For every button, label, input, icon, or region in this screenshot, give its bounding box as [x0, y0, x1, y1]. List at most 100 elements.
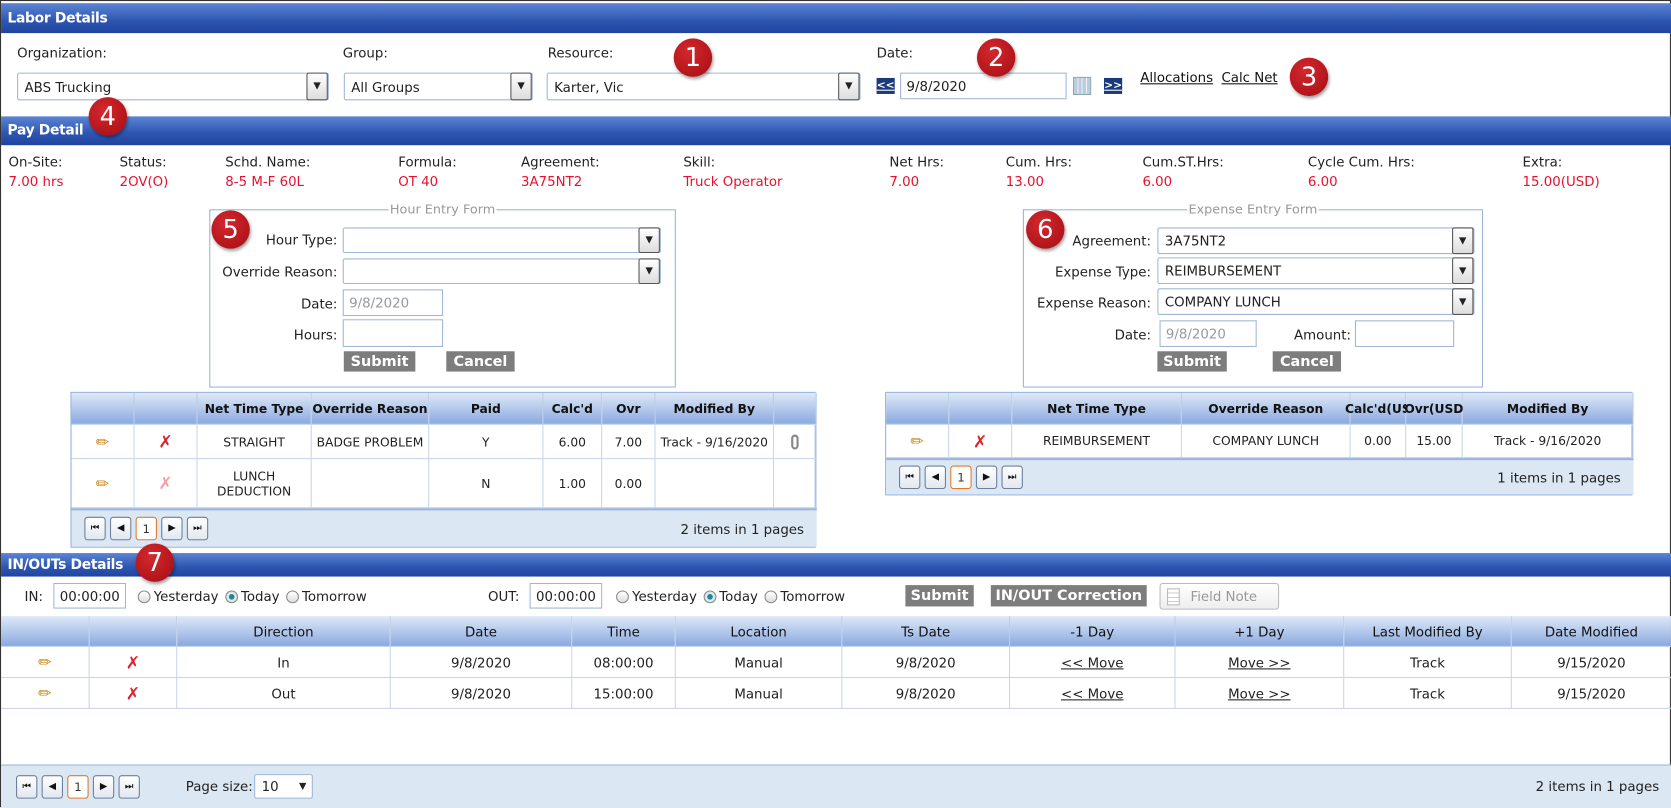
prev-page-button[interactable]: ◀ [924, 465, 946, 490]
move-back-link[interactable]: << Move [1010, 677, 1176, 709]
page-1-button[interactable]: 1 [135, 516, 157, 541]
move-forward-link[interactable]: Move >> [1175, 677, 1345, 709]
radio-circle[interactable] [616, 590, 629, 604]
first-page-button[interactable]: ⏮ [16, 775, 38, 799]
column-header: Override Reason [311, 392, 430, 425]
previous-date-button[interactable]: << [876, 77, 895, 94]
chevron-down-icon[interactable]: ▼ [1452, 257, 1474, 285]
pay-field-value: OT 40 [398, 172, 439, 189]
column-header: +1 Day [1175, 616, 1345, 648]
group-select[interactable]: All Groups ▼ [343, 72, 533, 101]
radio-circle[interactable] [137, 590, 151, 604]
hour-submit-button[interactable]: Submit [343, 351, 416, 372]
allocations-link[interactable]: Allocations [1140, 69, 1214, 86]
override-reason-select[interactable]: ▼ [342, 258, 661, 285]
cell-text[interactable]: << Move [1061, 653, 1124, 670]
chevron-down-icon[interactable]: ▼ [510, 72, 532, 101]
radio-circle[interactable] [703, 590, 717, 604]
out-time-input[interactable]: 00:00:00 [529, 582, 603, 609]
first-page-button[interactable]: ⏮ [899, 465, 921, 490]
column-header [886, 392, 950, 425]
pay-field-value: 8-5 M-F 60L [225, 172, 304, 189]
radio-circle[interactable] [285, 590, 299, 604]
calc-net-link[interactable]: Calc Net [1221, 69, 1278, 86]
radio-yesterday[interactable]: Yesterday [137, 588, 219, 604]
delete-button[interactable]: ✗ [134, 459, 198, 509]
prev-page-button[interactable]: ◀ [109, 516, 132, 541]
chevron-down-icon[interactable]: ▼ [638, 258, 660, 285]
cell-text: In [277, 653, 290, 670]
table-cell: N [429, 459, 544, 509]
expense-type-select[interactable]: REIMBURSEMENT ▼ [1157, 257, 1475, 285]
edit-button[interactable]: ✏ [71, 424, 135, 460]
edit-button[interactable]: ✏ [71, 459, 135, 509]
chevron-down-icon[interactable]: ▼ [638, 227, 660, 254]
resource-select[interactable]: Karter, Vic ▼ [546, 72, 861, 101]
hour-date-input[interactable]: 9/8/2020 [342, 289, 444, 317]
cell-text[interactable]: Move >> [1228, 684, 1291, 701]
edit-button[interactable]: ✏ [1, 647, 90, 678]
hour-cancel-button[interactable]: Cancel [446, 351, 515, 372]
move-back-link[interactable]: << Move [1010, 647, 1176, 678]
edit-button[interactable]: ✏ [1, 677, 90, 709]
expense-date-input[interactable]: 9/8/2020 [1159, 320, 1257, 348]
inout-submit-button[interactable]: Submit [905, 585, 974, 607]
pay-field-label: Extra: [1522, 153, 1563, 170]
delete-button[interactable]: ✗ [134, 424, 198, 460]
calendar-icon[interactable] [1073, 76, 1092, 96]
hour-type-select[interactable]: ▼ [342, 227, 661, 254]
cell-text[interactable]: Move >> [1228, 653, 1291, 670]
page-1-button[interactable]: 1 [67, 775, 89, 799]
edit-button[interactable]: ✏ [886, 424, 950, 459]
cell-text: 9/8/2020 [895, 653, 956, 670]
radio-circle[interactable] [224, 590, 238, 604]
attachment-button[interactable] [774, 424, 817, 460]
pay-field-label: Agreement: [521, 153, 600, 170]
radio-today[interactable]: Today [224, 588, 280, 604]
radio-today[interactable]: Today [703, 588, 758, 604]
page-size-select[interactable]: 10 ▼ [254, 774, 313, 799]
chevron-down-icon[interactable]: ▼ [299, 781, 307, 792]
cell-text: 15:00:00 [593, 684, 654, 701]
radio-circle[interactable] [764, 590, 778, 604]
field-note-button[interactable]: Field Note [1159, 582, 1280, 610]
pay-field-value: Truck Operator [683, 172, 783, 189]
in-time-input[interactable]: 00:00:00 [53, 582, 126, 609]
first-page-button[interactable]: ⏮ [84, 516, 106, 541]
page-1-button[interactable]: 1 [950, 465, 972, 490]
override-reason-label: Override Reason: [222, 263, 338, 280]
radio-tomorrow[interactable]: Tomorrow [764, 588, 845, 604]
pay-field-label: Net Hrs: [889, 153, 945, 170]
organization-select[interactable]: ABS Trucking ▼ [17, 72, 329, 101]
radio-tomorrow[interactable]: Tomorrow [285, 588, 367, 604]
inouts-header: IN/OUTs Details [1, 553, 1671, 577]
chevron-down-icon[interactable]: ▼ [1452, 227, 1474, 255]
date-input[interactable]: 9/8/2020 [900, 72, 1067, 100]
agreement-select[interactable]: 3A75NT2 ▼ [1157, 227, 1475, 255]
delete-button[interactable]: ✗ [89, 677, 178, 709]
next-page-button[interactable]: ▶ [975, 465, 998, 490]
next-page-button[interactable]: ▶ [92, 775, 115, 799]
prev-page-button[interactable]: ◀ [41, 775, 63, 799]
next-page-button[interactable]: ▶ [161, 516, 183, 541]
next-date-button[interactable]: >> [1104, 77, 1123, 94]
hours-input[interactable] [342, 319, 444, 348]
chevron-down-icon[interactable]: ▼ [838, 72, 860, 101]
pencil-icon: ✏ [38, 683, 52, 703]
hour-entry-form-legend: Hour Entry Form [388, 201, 497, 217]
amount-input[interactable] [1354, 320, 1455, 348]
move-forward-link[interactable]: Move >> [1175, 647, 1345, 678]
delete-button[interactable]: ✗ [89, 647, 178, 678]
inout-correction-button[interactable]: IN/OUT Correction [990, 585, 1147, 607]
delete-button[interactable]: ✗ [949, 424, 1013, 459]
cell-text[interactable]: << Move [1061, 684, 1124, 701]
last-page-button[interactable]: ⏭ [118, 775, 140, 799]
expense-submit-button[interactable]: Submit [1157, 351, 1227, 372]
last-page-button[interactable]: ⏭ [186, 516, 209, 541]
chevron-down-icon[interactable]: ▼ [306, 72, 328, 101]
chevron-down-icon[interactable]: ▼ [1452, 288, 1474, 315]
expense-cancel-button[interactable]: Cancel [1272, 351, 1342, 372]
last-page-button[interactable]: ⏭ [1001, 465, 1023, 490]
radio-yesterday[interactable]: Yesterday [616, 588, 697, 604]
expense-reason-select[interactable]: COMPANY LUNCH ▼ [1157, 288, 1475, 315]
